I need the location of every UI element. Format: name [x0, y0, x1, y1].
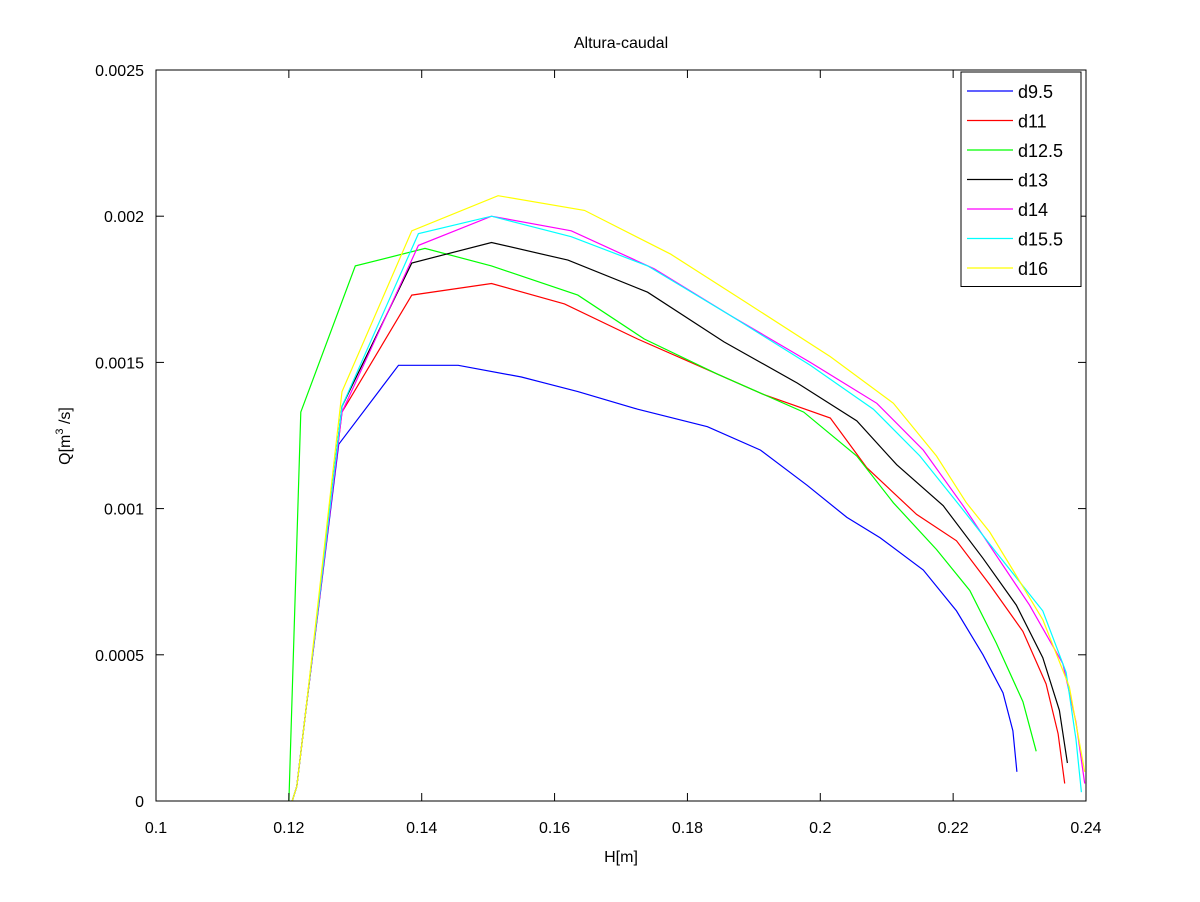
legend-label: d13: [1018, 171, 1048, 191]
plot-area: [156, 70, 1086, 801]
legend-label: d9.5: [1018, 82, 1053, 102]
x-tick-label: 0.12: [273, 820, 304, 837]
series-line-d9-5: [291, 364, 1018, 802]
y-tick-label: 0.0005: [95, 648, 144, 665]
svg-text:Q[m3 /s]: Q[m3 /s]: [54, 407, 74, 465]
y-tick-label: 0: [135, 794, 144, 811]
x-tick-label: 0.24: [1070, 820, 1101, 837]
x-axis-label: H[m]: [604, 849, 638, 866]
x-tick-label: 0.1: [145, 820, 167, 837]
series-line-d16: [291, 195, 1086, 802]
legend-label: d15.5: [1018, 230, 1063, 250]
x-tick-label: 0.18: [672, 820, 703, 837]
chart-title: Altura-caudal: [574, 35, 668, 52]
series-line-d15-5: [291, 215, 1082, 802]
legend-label: d11: [1018, 112, 1047, 132]
axes-box: [155, 69, 1087, 802]
x-tick-label: 0.22: [938, 820, 969, 837]
y-axis-label-base: Q[m: [57, 435, 74, 465]
x-tick-label: 0.14: [406, 820, 437, 837]
y-tick-label: 0.001: [104, 502, 144, 519]
y-axis-label-tail: /s]: [57, 407, 74, 428]
x-tick-label: 0.16: [539, 820, 570, 837]
y-tick-label: 0.0025: [95, 63, 144, 80]
legend: d9.5 d11 d12.5 d13 d14 d15.5 d16: [960, 71, 1082, 287]
y-tick-label: 0.002: [104, 209, 144, 226]
y-axis-label: Q[m3 /s]: [54, 407, 74, 465]
legend-label: d16: [1018, 259, 1048, 279]
y-axis-label-sup: 3: [54, 429, 66, 435]
legend-label: d12.5: [1018, 141, 1063, 161]
legend-label: d14: [1018, 200, 1048, 220]
x-tick-label: 0.2: [809, 820, 831, 837]
y-tick-label: 0.0015: [95, 355, 144, 372]
series-line-d12-5: [288, 247, 1037, 802]
